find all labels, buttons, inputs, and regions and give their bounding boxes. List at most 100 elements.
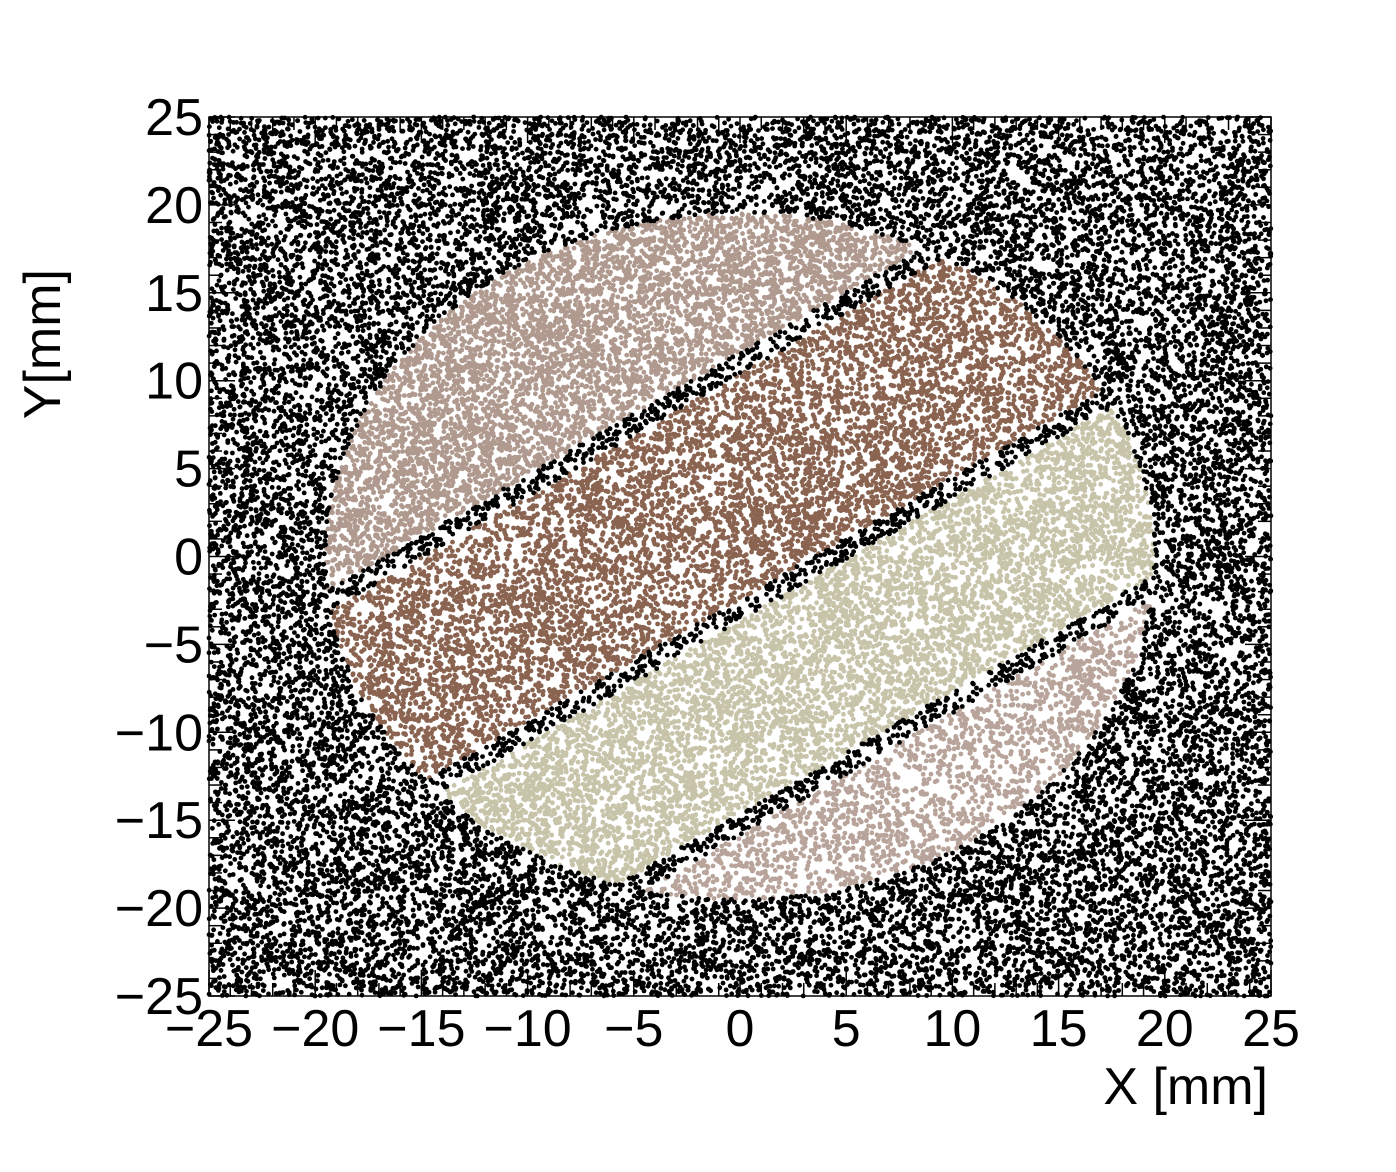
scatter-point <box>448 420 454 426</box>
scatter-point <box>517 364 522 369</box>
scatter-point <box>885 234 891 239</box>
scatter-point <box>659 256 664 262</box>
scatter-point <box>443 317 449 323</box>
scatter-point <box>710 291 716 297</box>
scatter-point <box>483 424 488 430</box>
scatter-point <box>895 247 901 253</box>
scatter-point <box>715 256 721 262</box>
scatter-point <box>576 395 582 401</box>
scatter-point <box>480 489 486 495</box>
scatter-point <box>664 328 670 334</box>
scatter-point <box>860 238 866 244</box>
scatter-point <box>492 386 498 392</box>
scatter-point <box>444 402 449 408</box>
scatter-point <box>594 325 600 330</box>
scatter-point <box>677 366 683 372</box>
scatter-point <box>484 430 490 436</box>
scatter-point <box>577 405 583 411</box>
scatter-point <box>460 455 466 461</box>
scatter-point <box>385 531 391 536</box>
scatter-point <box>541 310 546 315</box>
scatter-point <box>430 478 435 483</box>
scatter-point <box>384 542 390 548</box>
scatter-point <box>826 229 831 235</box>
scatter-point <box>352 520 357 526</box>
scatter-point <box>519 306 525 312</box>
scatter-point <box>550 266 555 272</box>
scatter-point <box>607 323 613 328</box>
scatter-point <box>512 346 518 351</box>
scatter-point <box>496 339 501 344</box>
scatter-point <box>367 555 373 561</box>
scatter-point <box>330 566 335 572</box>
scatter-point <box>410 385 415 390</box>
scatter-point <box>474 344 480 350</box>
scatter-point <box>587 379 593 385</box>
scatter-point <box>540 392 546 398</box>
scatter-point <box>611 277 617 283</box>
scatter-point <box>409 405 415 411</box>
scatter-point <box>670 267 676 273</box>
scatter-point <box>828 274 834 279</box>
scatter-point <box>628 293 634 299</box>
scatter-point <box>484 373 490 379</box>
scatter-point <box>637 255 643 261</box>
scatter-point <box>675 259 681 264</box>
scatter-point <box>393 490 399 495</box>
scatter-point <box>643 253 649 259</box>
scatter-point <box>338 521 344 527</box>
scatter-point <box>648 246 653 252</box>
scatter-point <box>817 235 823 241</box>
scatter-point <box>397 376 403 382</box>
scatter-point <box>594 254 600 260</box>
scatter-point <box>335 551 341 557</box>
scatter-point <box>709 338 715 344</box>
scatter-point <box>506 300 512 306</box>
scatter-point <box>473 328 479 334</box>
scatter-point <box>590 287 596 293</box>
scatter-point <box>658 358 663 364</box>
scatter-point <box>506 310 512 315</box>
scatter-point <box>728 324 734 329</box>
scatter-point <box>827 258 833 264</box>
scatter-point <box>836 241 842 247</box>
scatter-point <box>686 224 692 230</box>
scatter-point <box>487 348 493 354</box>
scatter-point <box>564 408 570 414</box>
scatter-point <box>325 559 331 565</box>
scatter-point <box>800 299 806 305</box>
scatter-point <box>691 233 697 239</box>
scatter-point <box>382 511 387 516</box>
scatter-point <box>480 387 485 393</box>
scatter-point <box>431 344 437 350</box>
scatter-point <box>615 294 621 300</box>
scatter-point <box>562 347 567 353</box>
scatter-point <box>564 327 570 333</box>
scatter-point <box>514 416 520 422</box>
scatter-point <box>459 396 465 402</box>
scatter-point <box>807 267 813 273</box>
scatter-point <box>357 534 363 540</box>
scatter-point <box>499 381 505 387</box>
scatter-point <box>691 310 697 315</box>
scatter-point <box>842 270 848 276</box>
scatter-point <box>566 443 571 449</box>
scatter-point <box>436 406 442 412</box>
scatter-point <box>705 339 711 344</box>
scatter-point <box>516 454 522 460</box>
scatter-point <box>501 353 506 359</box>
scatter-point <box>641 369 647 375</box>
scatter-point <box>483 479 488 484</box>
scatter-point <box>395 495 400 500</box>
scatter-point <box>821 255 827 261</box>
scatter-point <box>556 368 561 373</box>
scatter-point <box>710 326 716 332</box>
scatter-point <box>758 321 764 327</box>
scatter-point <box>410 379 415 385</box>
scatter-point <box>687 216 692 221</box>
scatter-point <box>631 317 637 322</box>
scatter-point <box>667 315 672 321</box>
scatter-point <box>360 459 366 464</box>
scatter-point <box>523 284 528 290</box>
scatter-point <box>345 512 351 518</box>
